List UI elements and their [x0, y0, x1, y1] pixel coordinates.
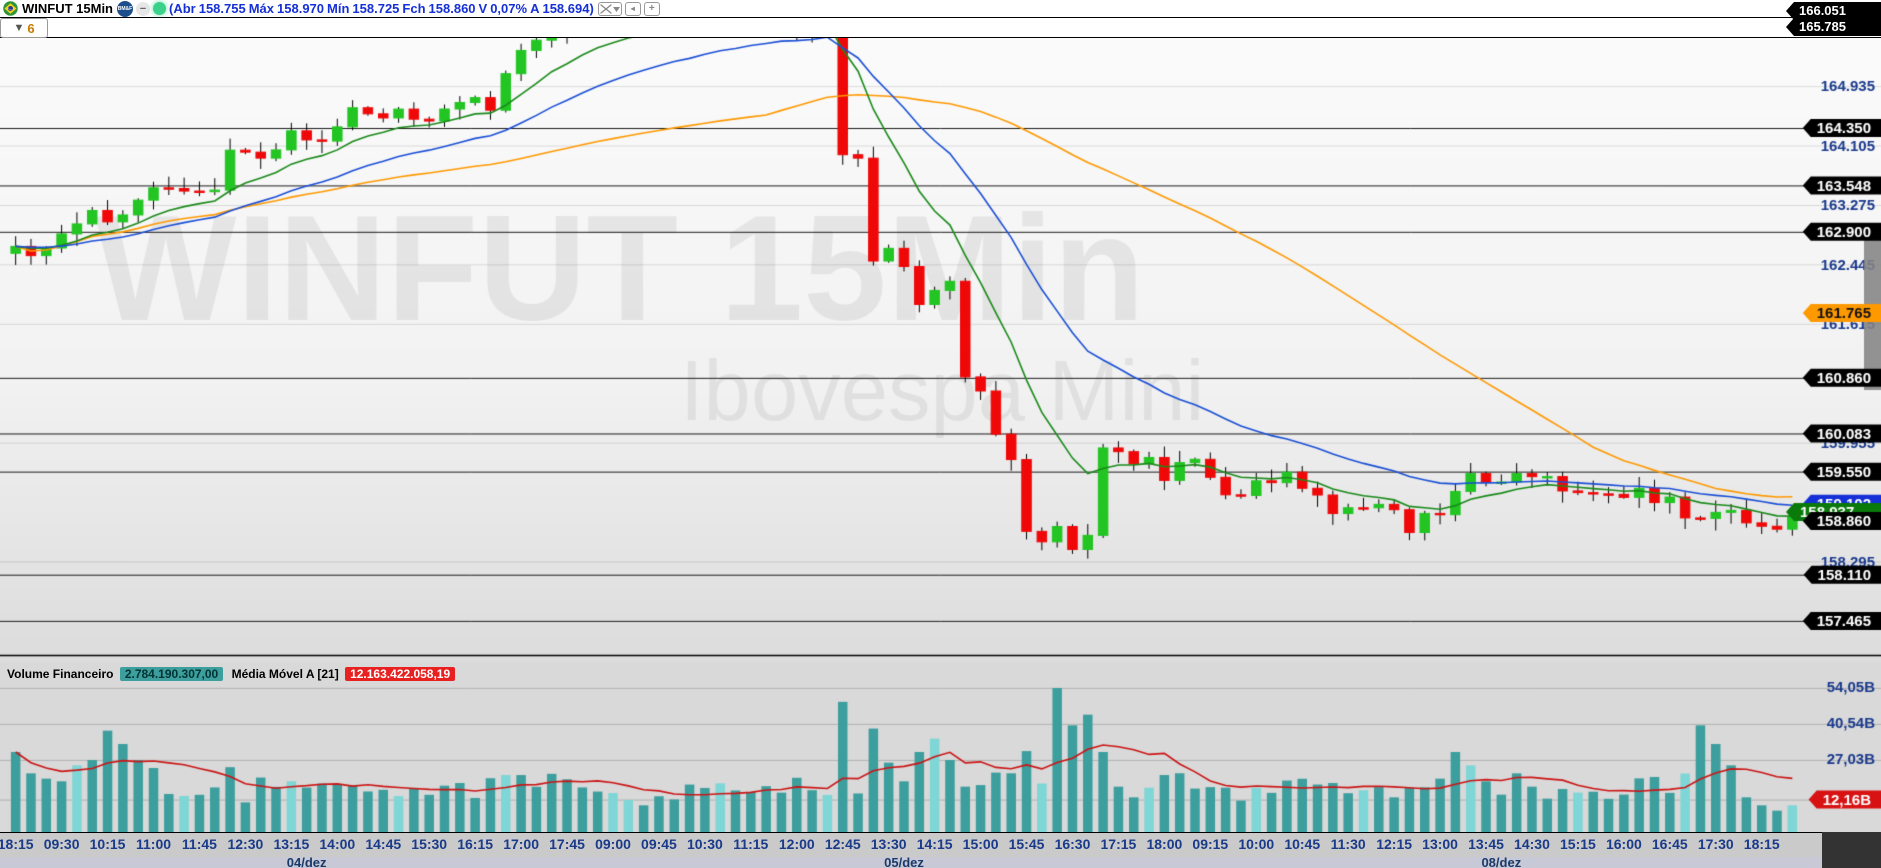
svg-text:165.785: 165.785 [1799, 19, 1846, 34]
svg-text:166.051: 166.051 [1799, 3, 1846, 18]
